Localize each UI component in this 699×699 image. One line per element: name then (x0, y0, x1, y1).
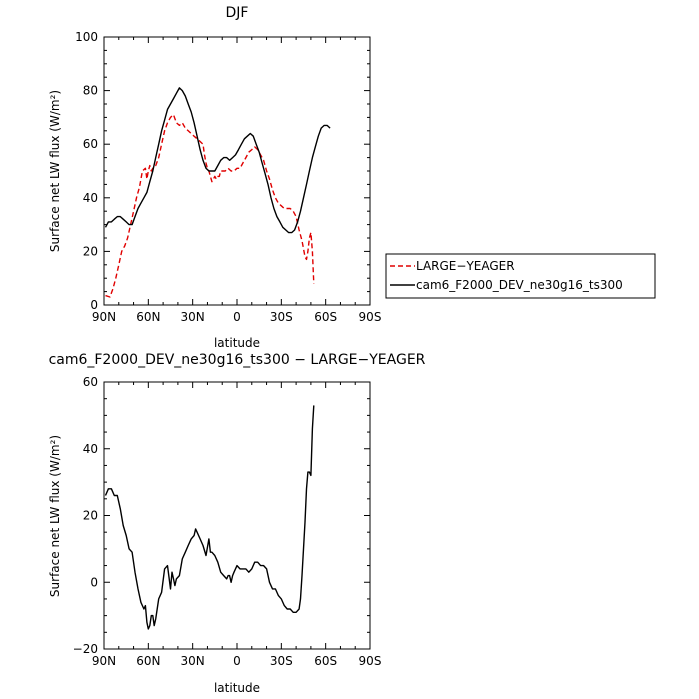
y-tick-label: 0 (90, 298, 98, 312)
legend-label-cam6: cam6_F2000_DEV_ne30g16_ts300 (416, 278, 623, 292)
y-tick-label: 60 (83, 137, 98, 151)
series-line-1 (104, 87, 331, 234)
y-tick-label: 20 (83, 244, 98, 258)
series-layer (104, 87, 331, 298)
x-tick-label: 90N (92, 654, 116, 668)
y-tick-label: 80 (83, 84, 98, 98)
x-tick-label: 30S (270, 310, 293, 324)
tick-layer: 90N 60N 30N 0 30S 60S 90S 0 20 40 60 80 100 (75, 30, 381, 324)
y-tick-label: 40 (83, 442, 98, 456)
panel-title: cam6_F2000_DEV_ne30g16_ts300 − LARGE−YEA… (49, 352, 426, 368)
x-tick-label: 60N (136, 310, 160, 324)
y-tick-label: 0 (90, 575, 98, 589)
x-tick-label: 0 (233, 310, 241, 324)
x-tick-label: 60S (314, 654, 337, 668)
legend: LARGE−YEAGER cam6_F2000_DEV_ne30g16_ts30… (385, 253, 656, 299)
panel-title: DJF (226, 5, 249, 21)
x-tick-label: 60S (314, 310, 337, 324)
series-layer (104, 405, 315, 630)
panel-djf: DJF Surface net LW flux (W/m²) latitude … (48, 5, 656, 350)
legend-label-large-yeager: LARGE−YEAGER (416, 259, 515, 273)
legend-box (385, 253, 656, 299)
x-tick-label: 90S (359, 654, 382, 668)
y-axis-label: Surface net LW flux (W/m²) (48, 435, 62, 597)
series-line-0 (105, 114, 315, 298)
panel-difference: cam6_F2000_DEV_ne30g16_ts300 − LARGE−YEA… (48, 352, 426, 695)
series-line-0 (104, 405, 315, 630)
y-tick-label: 100 (75, 30, 98, 44)
plot-frame (103, 36, 371, 306)
plot-frame (103, 381, 371, 650)
x-axis-label: latitude (214, 681, 260, 695)
x-tick-label: 30S (270, 654, 293, 668)
y-axis-label: Surface net LW flux (W/m²) (48, 90, 62, 252)
y-tick-label: 40 (83, 191, 98, 205)
y-tick-label: −20 (73, 642, 98, 656)
x-axis-label: latitude (214, 336, 260, 350)
y-tick-label: 20 (83, 509, 98, 523)
x-tick-label: 90N (92, 310, 116, 324)
x-tick-label: 30N (181, 310, 205, 324)
x-tick-label: 0 (233, 654, 241, 668)
tick-layer: 90N 60N 30N 0 30S 60S 90S −20 0 20 40 60 (73, 375, 382, 668)
y-tick-label: 60 (83, 375, 98, 389)
x-tick-label: 60N (136, 654, 160, 668)
x-tick-label: 90S (359, 310, 382, 324)
x-tick-label: 30N (181, 654, 205, 668)
